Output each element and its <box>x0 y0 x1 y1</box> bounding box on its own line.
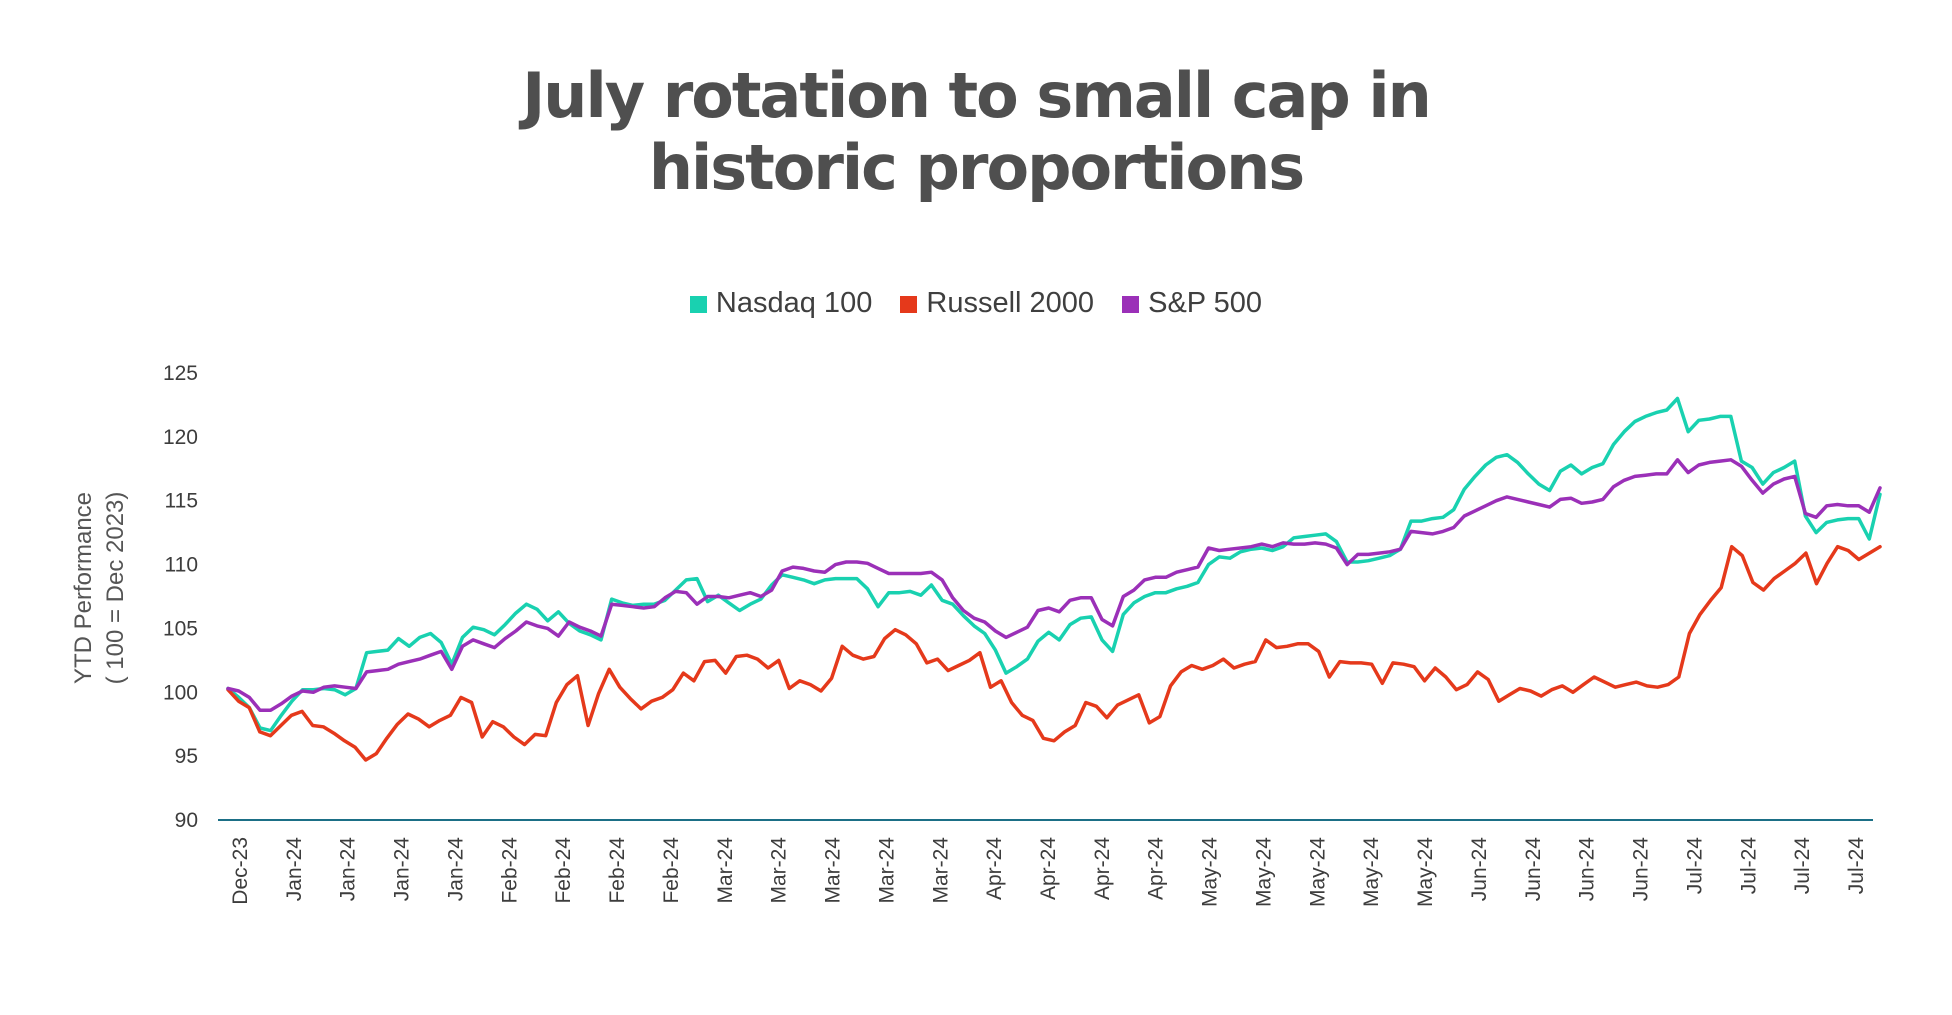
y-axis-label: YTD Performance( 100 = Dec 2023) <box>70 492 129 685</box>
x-tick-label: Feb-24 <box>606 837 629 904</box>
x-tick-label: Jul-24 <box>1737 837 1760 895</box>
chart-title: July rotation to small cap in historic p… <box>0 60 1952 204</box>
x-tick-label: Jun-24 <box>1522 837 1545 902</box>
legend-item-russell-2000[interactable]: Russell 2000 <box>900 287 1094 320</box>
x-tick-label: Jan-24 <box>337 837 360 902</box>
series-line-nasdaq-100 <box>226 396 1882 733</box>
y-tick-115: 115 <box>165 490 198 513</box>
y-tick-110: 110 <box>165 554 198 577</box>
x-tick-label: Jul-24 <box>1845 837 1868 895</box>
y-tick-95: 95 <box>175 745 198 768</box>
x-tick-label: May-24 <box>1252 837 1275 907</box>
y-tick-125: 125 <box>163 362 198 385</box>
x-tick-label: Jun-24 <box>1630 837 1653 902</box>
legend: Nasdaq 100 Russell 2000 S&P 500 <box>0 286 1952 320</box>
legend-item-nasdaq-100[interactable]: Nasdaq 100 <box>689 286 873 320</box>
chart-title-line-2: historic proportions <box>648 131 1305 204</box>
y-tick-100: 100 <box>163 681 198 704</box>
x-tick-label: Dec-23 <box>229 837 252 905</box>
x-tick-label: Mar-24 <box>929 837 952 904</box>
x-tick-label: Jun-24 <box>1576 837 1599 902</box>
y-axis-ticks: 125 120 115 110 105 100 95 90 <box>163 362 198 832</box>
y-axis-label-line-1: YTD Performance <box>70 492 97 684</box>
x-tick-label: Mar-24 <box>822 837 845 904</box>
x-tick-label: Feb-24 <box>498 837 521 904</box>
y-tick-90: 90 <box>175 809 198 832</box>
series-line-s-p-500 <box>226 458 1882 712</box>
x-tick-label: May-24 <box>1199 837 1222 907</box>
legend-swatch-nasdaq-100 <box>689 295 707 313</box>
x-tick-label: Apr-24 <box>983 837 1006 900</box>
y-tick-105: 105 <box>163 617 198 640</box>
x-axis-ticks: Dec-23 Jan-24 Jan-24 Jan-24 Jan-24 Feb-24 Feb-… <box>229 837 1868 907</box>
legend-label-russell-2000: Russell 2000 <box>926 286 1095 319</box>
chart-title-line-1: July rotation to small cap in <box>522 59 1432 132</box>
legend-label-sp-500: S&P 500 <box>1148 286 1263 319</box>
series-lines <box>226 396 1882 762</box>
legend-swatch-sp-500 <box>1122 295 1140 313</box>
series-line-russell-2000 <box>226 544 1882 762</box>
x-tick-label: Jan-24 <box>444 837 467 902</box>
y-axis-label-line-2: ( 100 = Dec 2023) <box>102 492 129 685</box>
x-tick-label: Apr-24 <box>1145 837 1168 900</box>
x-tick-label: Apr-24 <box>1091 837 1114 900</box>
x-tick-label: Mar-24 <box>714 837 737 904</box>
x-tick-label: Mar-24 <box>768 837 791 904</box>
y-tick-120: 120 <box>163 426 198 449</box>
x-tick-label: Mar-24 <box>875 837 898 904</box>
x-tick-label: Jul-24 <box>1683 837 1706 895</box>
x-tick-label: Feb-24 <box>660 837 683 904</box>
x-tick-label: Jan-24 <box>283 837 306 902</box>
legend-label-nasdaq-100: Nasdaq 100 <box>715 286 873 319</box>
x-tick-label: May-24 <box>1414 837 1437 907</box>
x-tick-label: Jan-24 <box>391 837 414 902</box>
x-tick-label: Apr-24 <box>1037 837 1060 900</box>
x-tick-label: May-24 <box>1306 837 1329 907</box>
x-tick-label: Jul-24 <box>1791 837 1814 895</box>
x-tick-label: May-24 <box>1360 837 1383 907</box>
x-tick-label: Jun-24 <box>1468 837 1491 902</box>
legend-swatch-russell-2000 <box>900 295 918 313</box>
x-tick-label: Feb-24 <box>552 837 575 904</box>
legend-item-sp-500[interactable]: S&P 500 <box>1122 287 1262 320</box>
